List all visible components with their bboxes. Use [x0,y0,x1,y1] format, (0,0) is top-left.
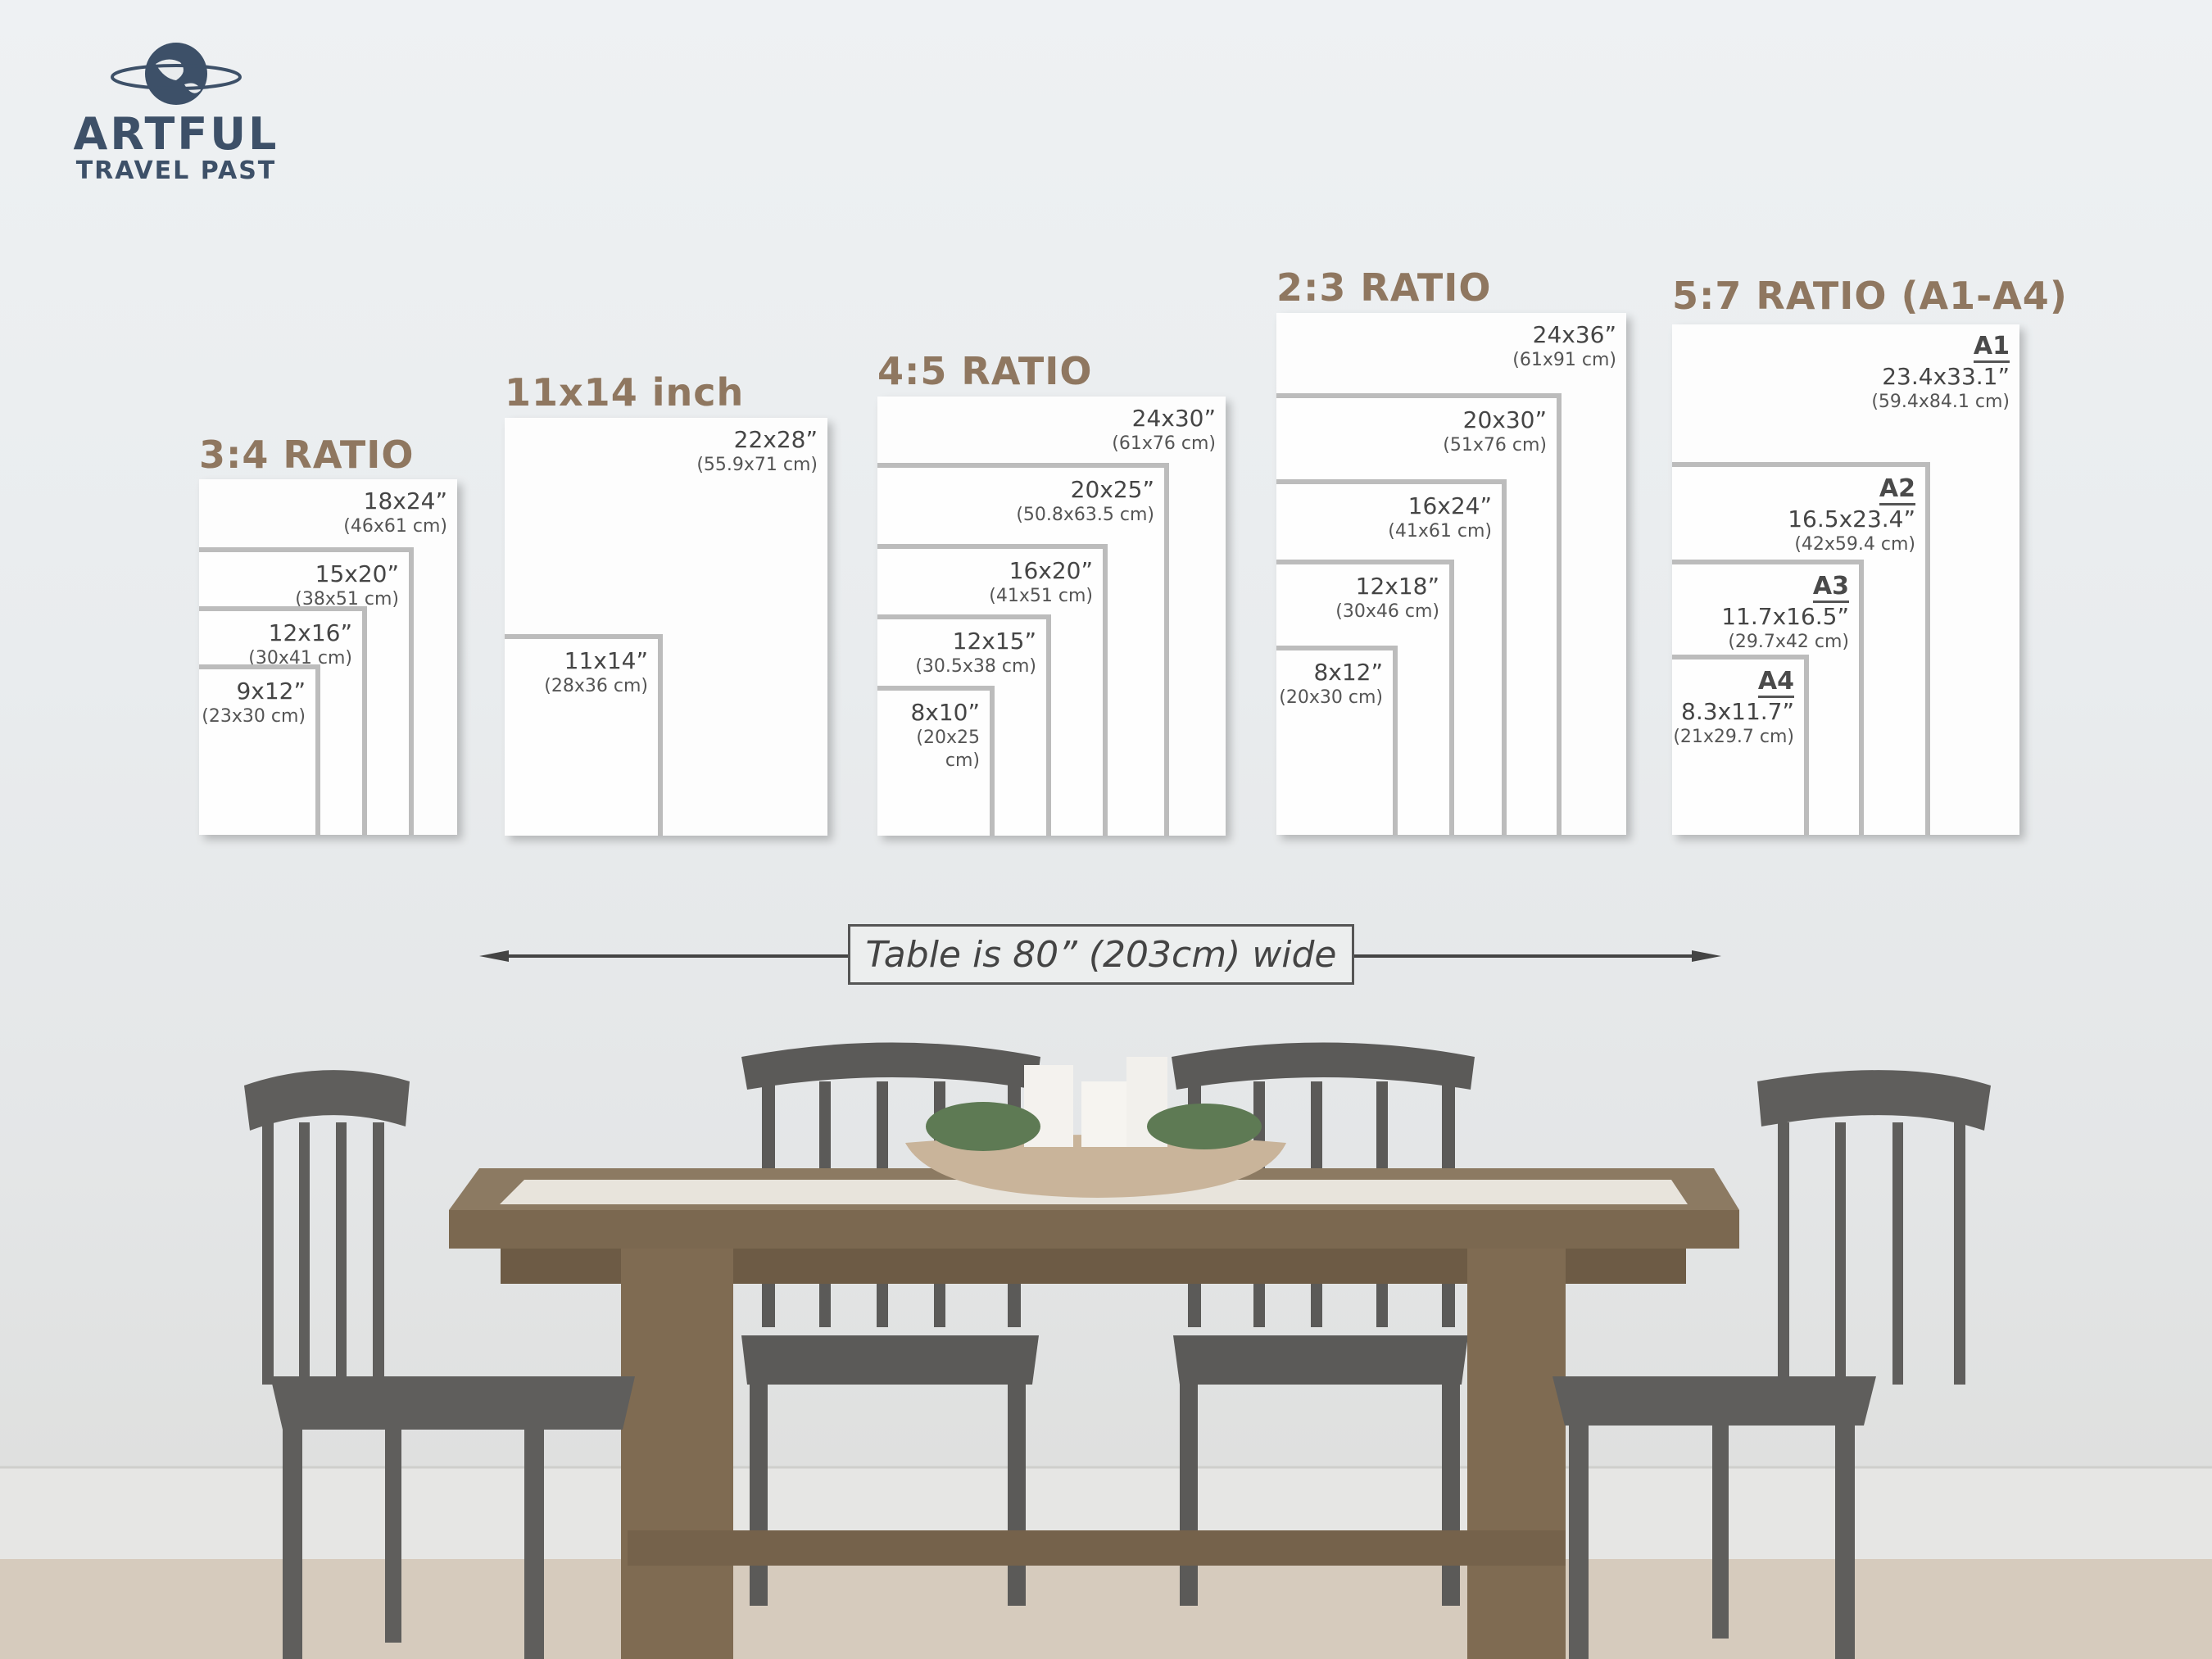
frame-size-cm: (29.7x42 cm) [1728,632,1849,652]
frame-label: 8x12” (20x30 cm) [1279,659,1383,709]
group-title: 4:5 RATIO [877,349,1093,393]
frame-label: 20x30” (51x76 cm) [1443,406,1547,457]
frame-label: A4 8.3x11.7” (21x29.7 cm) [1673,668,1794,749]
frame-size-cm: (20x30 cm) [1279,687,1383,708]
frame-label: 22x28” (55.9x71 cm) [696,426,818,477]
frame-inner: A4 8.3x11.7” (21x29.7 cm) [1672,655,1809,835]
frame-size-inches: 16x24” [1407,492,1492,519]
paper-size-name-text: A3 [1812,573,1849,603]
centerpiece [905,1057,1286,1198]
frame-size-inches: 20x30” [1462,406,1547,433]
frame-size-cm: (23x30 cm) [202,706,306,727]
frame-size-cm: (41x51 cm) [989,586,1093,606]
chair-front-right [1552,1070,1991,1659]
frame-size-cm: (46x61 cm) [343,516,447,537]
frame-label: 24x36” (61x91 cm) [1512,321,1616,372]
frame-inner: 11x14” (28x36 cm) [505,634,663,836]
paper-size-name: A3 [1721,573,1849,603]
frame-size-inches: 24x36” [1532,321,1616,348]
frame-label: 12x18” (30x46 cm) [1335,573,1439,623]
frame-label: 11x14” (28x36 cm) [544,647,648,698]
frame-size-inches: 15x20” [315,560,399,587]
frame-size-cm: (51x76 cm) [1443,435,1547,456]
frame-size-cm: (55.9x71 cm) [696,455,818,475]
paper-size-name: A2 [1788,475,1915,505]
frame-size-cm: (59.4x84.1 cm) [1871,392,2010,412]
frame-size-inches: 11.7x16.5” [1721,603,1849,630]
frame-label: A1 23.4x33.1” (59.4x84.1 cm) [1871,333,2010,414]
frame-size-cm: (38x51 cm) [295,589,399,610]
frame-label: 15x20” (38x51 cm) [295,560,399,611]
frame-size-cm: (28x36 cm) [544,676,648,696]
frame-size-inches: 24x30” [1131,405,1216,432]
group-title: 5:7 RATIO (A1-A4) [1672,274,2068,318]
paper-size-name-text: A2 [1879,475,1915,505]
frame-size-inches: 8.3x11.7” [1681,698,1794,725]
frame-label: 16x20” (41x51 cm) [989,557,1093,608]
frame-size-cm: (21x29.7 cm) [1673,727,1794,747]
frame-size-inches: 12x15” [952,628,1036,655]
frame-size-inches: 18x24” [363,487,447,514]
frame-size-cm: (61x91 cm) [1512,350,1616,370]
frame-label: 12x16” (30x41 cm) [248,619,352,670]
frame-size-inches: 20x25” [1070,476,1154,503]
frame-size-inches: 12x16” [268,619,352,646]
frame-label: 18x24” (46x61 cm) [343,487,447,538]
frame-size-cm: (41x61 cm) [1388,521,1492,542]
frame-size-cm: (50.8x63.5 cm) [1016,505,1154,525]
frame-size-inches: 9x12” [236,678,306,705]
frame-size-cm: (42x59.4 cm) [1794,534,1915,555]
frame-size-inches: 8x10” [910,699,980,726]
frame-size-inches: 11x14” [564,647,648,674]
table-width-caption: Table is 80” (203cm) wide [848,924,1354,985]
frame-size-cm: (30x46 cm) [1335,601,1439,622]
frame-label: 16x24” (41x61 cm) [1388,492,1492,543]
frame-label: 24x30” (61x76 cm) [1112,405,1216,456]
frame-label: 20x25” (50.8x63.5 cm) [1016,476,1154,527]
frame-label: 12x15” (30.5x38 cm) [915,628,1036,678]
group-title: 2:3 RATIO [1276,265,1492,310]
frame-label: 9x12” (23x30 cm) [202,678,306,728]
frame-size-cm: (20x25 cm) [916,728,980,771]
frame-label: A3 11.7x16.5” (29.7x42 cm) [1721,573,1849,654]
frame-size-cm: (61x76 cm) [1112,433,1216,454]
logo-line2: TRAVEL PAST [75,156,277,185]
frame-size-inches: 8x12” [1313,659,1383,686]
frame-size-cm: (30.5x38 cm) [915,656,1036,677]
frame-inner: 8x10” (20x25 cm) [877,686,995,836]
paper-size-name: A1 [1871,333,2010,363]
group-title: 11x14 inch [505,370,745,415]
globe-icon [111,43,242,105]
frame-inner: 9x12” (23x30 cm) [199,664,320,835]
group-title: 3:4 RATIO [199,433,415,477]
paper-size-name-text: A4 [1757,668,1794,698]
frame-size-inches: 22x28” [733,426,818,453]
frame-size-inches: 23.4x33.1” [1882,363,2010,390]
logo-line1: ARTFUL [73,108,279,160]
paper-size-name: A4 [1673,668,1794,698]
frame-size-inches: 16.5x23.4” [1788,505,1915,533]
frame-inner: 8x12” (20x30 cm) [1276,646,1398,835]
artful-travel-past-logo: ARTFUL TRAVEL PAST [57,39,295,185]
frame-label: 8x10” (20x25 cm) [877,699,980,773]
frame-label: A2 16.5x23.4” (42x59.4 cm) [1788,475,1915,556]
paper-size-name-text: A1 [1973,333,2010,363]
chair-front-left [244,1070,635,1659]
frame-size-inches: 12x18” [1355,573,1439,600]
wood-floor [0,1559,2212,1659]
frame-size-inches: 16x20” [1009,557,1093,584]
